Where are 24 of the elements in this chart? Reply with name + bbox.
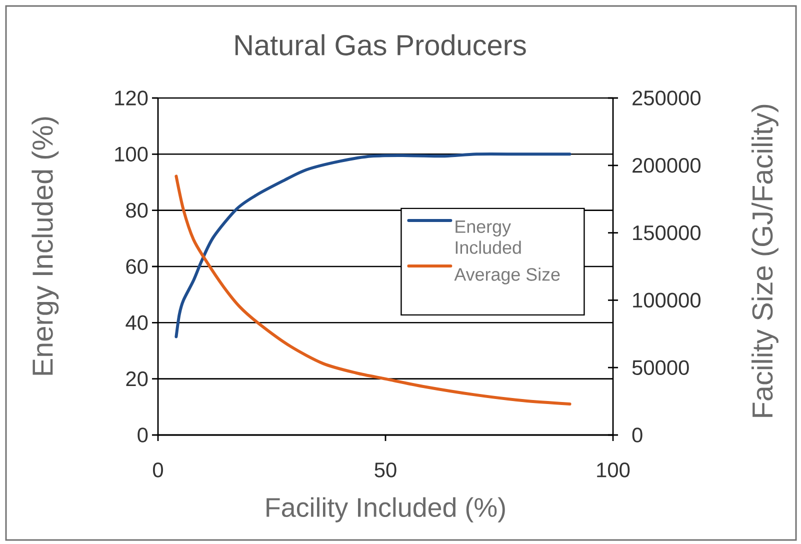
x-tick-label: 50 bbox=[374, 462, 396, 478]
y2-axis-title: Facility Size (GJ/Facility) bbox=[752, 104, 778, 417]
y-tick-label: 80 bbox=[126, 202, 148, 218]
y-tick-label: 100 bbox=[115, 146, 148, 162]
y-tick-label: 0 bbox=[138, 428, 148, 442]
legend-label: Average Size bbox=[454, 268, 560, 284]
x-tick-label: 0 bbox=[152, 462, 163, 478]
x-tick-label: 100 bbox=[597, 462, 630, 478]
y-tick-label: 20 bbox=[126, 371, 148, 386]
line-series bbox=[174, 152, 572, 338]
y2-tick-label: 100000 bbox=[633, 292, 700, 308]
y2-tick-label: 250000 bbox=[632, 90, 700, 106]
y-tick-label: 40 bbox=[126, 315, 148, 330]
x-axis-title: Facility Included (%) bbox=[266, 497, 505, 522]
y2-tick-label: 50000 bbox=[632, 360, 689, 376]
y-tick-label: 120 bbox=[115, 90, 148, 106]
legend-label: Energy Included bbox=[456, 220, 521, 254]
y2-tick-label: 200000 bbox=[632, 158, 700, 173]
y-axis-title: Energy Included (%) bbox=[32, 117, 59, 375]
y2-tick-label: 150000 bbox=[633, 225, 700, 240]
line-series bbox=[174, 174, 572, 406]
chart-title: Natural Gas Producers bbox=[235, 34, 526, 56]
y2-tick-label: 0 bbox=[632, 428, 642, 442]
y-tick-label: 60 bbox=[126, 259, 148, 274]
